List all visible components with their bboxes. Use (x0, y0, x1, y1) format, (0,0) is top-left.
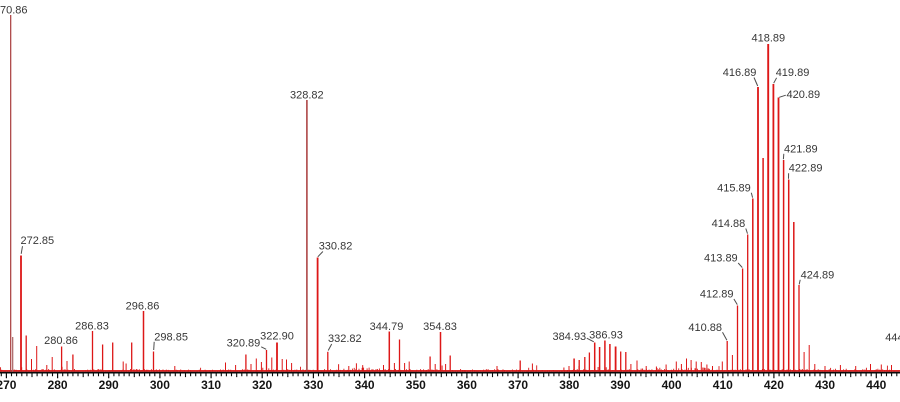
svg-text:410.88: 410.88 (688, 322, 722, 334)
svg-text:330.82: 330.82 (319, 240, 353, 252)
svg-text:415.89: 415.89 (717, 182, 751, 194)
svg-text:390: 390 (610, 378, 630, 392)
svg-text:400: 400 (662, 378, 682, 392)
svg-text:320: 320 (252, 378, 272, 392)
svg-text:344.79: 344.79 (370, 321, 404, 333)
svg-text:414.88: 414.88 (712, 218, 746, 230)
svg-text:310: 310 (201, 378, 221, 392)
svg-text:300: 300 (150, 378, 170, 392)
svg-text:419.89: 419.89 (776, 67, 810, 79)
svg-text:286.83: 286.83 (75, 321, 109, 333)
svg-text:350: 350 (406, 378, 426, 392)
svg-text:444.85: 444.85 (885, 332, 900, 344)
svg-text:418.89: 418.89 (751, 32, 785, 44)
svg-text:296.86: 296.86 (126, 300, 160, 312)
svg-text:410: 410 (713, 378, 733, 392)
svg-text:384.93: 384.93 (553, 331, 587, 343)
svg-text:320.89: 320.89 (227, 337, 261, 349)
svg-text:422.89: 422.89 (789, 163, 823, 175)
svg-text:416.89: 416.89 (723, 67, 757, 79)
svg-text:420: 420 (764, 378, 784, 392)
svg-text:386.93: 386.93 (589, 330, 623, 342)
svg-text:440: 440 (866, 378, 886, 392)
svg-text:290: 290 (99, 378, 119, 392)
svg-text:272.85: 272.85 (21, 235, 55, 247)
svg-text:360: 360 (457, 378, 477, 392)
svg-text:420.89: 420.89 (787, 89, 821, 101)
svg-text:328.82: 328.82 (290, 90, 324, 102)
svg-text:412.89: 412.89 (700, 289, 734, 301)
svg-text:421.89: 421.89 (784, 143, 818, 155)
svg-text:413.89: 413.89 (704, 253, 738, 265)
svg-text:280.86: 280.86 (44, 335, 78, 347)
svg-text:354.83: 354.83 (423, 321, 457, 333)
svg-text:330: 330 (303, 378, 323, 392)
svg-text:280: 280 (48, 378, 68, 392)
svg-text:298.85: 298.85 (154, 331, 188, 343)
svg-text:380: 380 (559, 378, 579, 392)
svg-text:424.89: 424.89 (801, 269, 835, 281)
svg-text:370: 370 (508, 378, 528, 392)
svg-text:322.90: 322.90 (260, 331, 294, 343)
svg-text:332.82: 332.82 (328, 333, 362, 345)
svg-text:270.86: 270.86 (0, 5, 28, 17)
svg-text:430: 430 (815, 378, 835, 392)
svg-text:270: 270 (0, 378, 17, 392)
svg-text:340: 340 (355, 378, 375, 392)
